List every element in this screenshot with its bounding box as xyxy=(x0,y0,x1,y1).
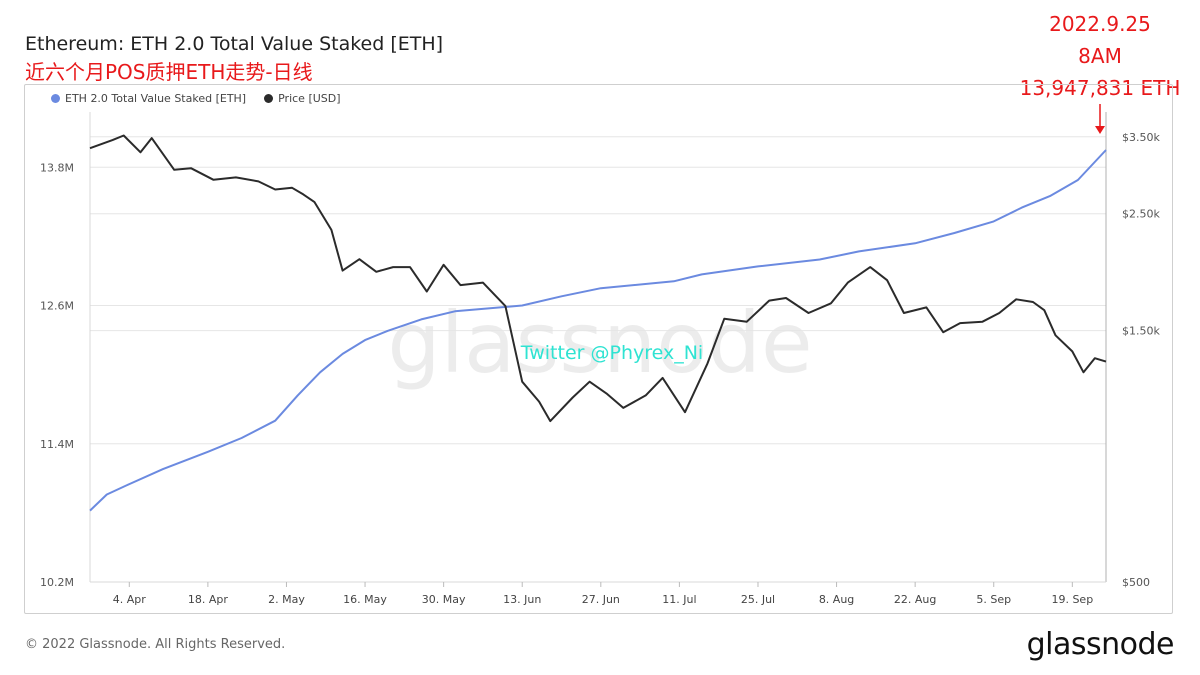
y-left-tick-label: 11.4M xyxy=(40,438,74,451)
y-left-tick-label: 10.2M xyxy=(40,576,74,589)
legend-dot-staked xyxy=(51,94,60,103)
x-tick-label: 4. Apr xyxy=(113,593,146,606)
chart-title: Ethereum: ETH 2.0 Total Value Staked [ET… xyxy=(25,33,444,55)
annotation-date: 2022.9.25 xyxy=(1049,12,1151,36)
legend-item-staked[interactable]: ETH 2.0 Total Value Staked [ETH] xyxy=(51,92,246,105)
y-left-tick-label: 13.8M xyxy=(40,161,74,174)
y-left-tick-label: 12.6M xyxy=(40,300,74,313)
series-line-staked xyxy=(89,149,1107,512)
legend-dot-price xyxy=(264,94,274,103)
y-right-tick-label: $500 xyxy=(1122,576,1150,589)
annotation-time: 8AM xyxy=(1078,44,1122,68)
legend-label-staked: ETH 2.0 Total Value Staked [ETH] xyxy=(65,92,247,105)
x-tick-label: 22. Aug xyxy=(894,593,936,606)
glassnode-logo[interactable]: glassnode xyxy=(1026,627,1175,662)
x-tick-label: 13. Jun xyxy=(503,593,541,606)
x-tick-label: 16. May xyxy=(343,593,387,606)
y-right-tick-label: $1.50k xyxy=(1122,325,1160,338)
legend-label-price: Price [USD] xyxy=(278,92,341,105)
annotation-value: 13,947,831 ETH xyxy=(1019,76,1181,100)
x-tick-label: 11. Jul xyxy=(662,593,696,606)
x-tick-label: 25. Jul xyxy=(741,593,775,606)
x-tick-label: 27. Jun xyxy=(582,593,620,606)
series-line-price xyxy=(89,134,1107,423)
x-tick-label: 18. Apr xyxy=(188,593,228,606)
x-tick-label: 19. Sep xyxy=(1051,593,1093,606)
copyright-text: © 2022 Glassnode. All Rights Reserved. xyxy=(25,637,286,652)
y-right-tick-label: $3.50k xyxy=(1122,131,1160,144)
x-tick-label: 30. May xyxy=(422,593,466,606)
x-tick-label: 8. Aug xyxy=(819,593,854,606)
y-right-tick-label: $2.50k xyxy=(1122,208,1160,221)
chart-legend: ETH 2.0 Total Value Staked [ETH] Price [… xyxy=(51,92,341,105)
twitter-watermark: Twitter @Phyrex_Ni xyxy=(520,342,703,364)
x-tick-label: 2. May xyxy=(268,593,305,606)
x-tick-label: 5. Sep xyxy=(976,593,1011,606)
chart-panel xyxy=(24,84,1173,614)
legend-item-price[interactable]: Price [USD] xyxy=(264,92,341,105)
annotation-arrow-head xyxy=(1095,126,1105,134)
chart-subtitle: 近六个月POS质押ETH走势-日线 xyxy=(25,60,313,84)
